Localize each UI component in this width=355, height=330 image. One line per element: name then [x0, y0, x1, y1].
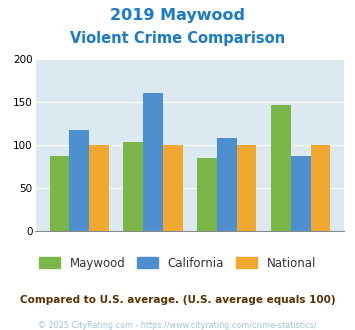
Text: 2019 Maywood: 2019 Maywood: [110, 8, 245, 23]
Bar: [237, 145, 256, 231]
Text: © 2025 CityRating.com - https://www.cityrating.com/crime-statistics/: © 2025 CityRating.com - https://www.city…: [38, 321, 317, 330]
Bar: [124, 142, 143, 231]
Bar: [311, 145, 330, 231]
Bar: [197, 158, 217, 231]
Bar: [143, 93, 163, 231]
Bar: [50, 156, 69, 231]
Bar: [217, 138, 237, 231]
Bar: [89, 145, 109, 231]
Bar: [163, 145, 182, 231]
Bar: [291, 156, 311, 231]
Bar: [271, 105, 291, 231]
Text: Violent Crime Comparison: Violent Crime Comparison: [70, 31, 285, 46]
Legend: Maywood, California, National: Maywood, California, National: [39, 257, 316, 270]
Text: Compared to U.S. average. (U.S. average equals 100): Compared to U.S. average. (U.S. average …: [20, 295, 335, 305]
Bar: [69, 130, 89, 231]
